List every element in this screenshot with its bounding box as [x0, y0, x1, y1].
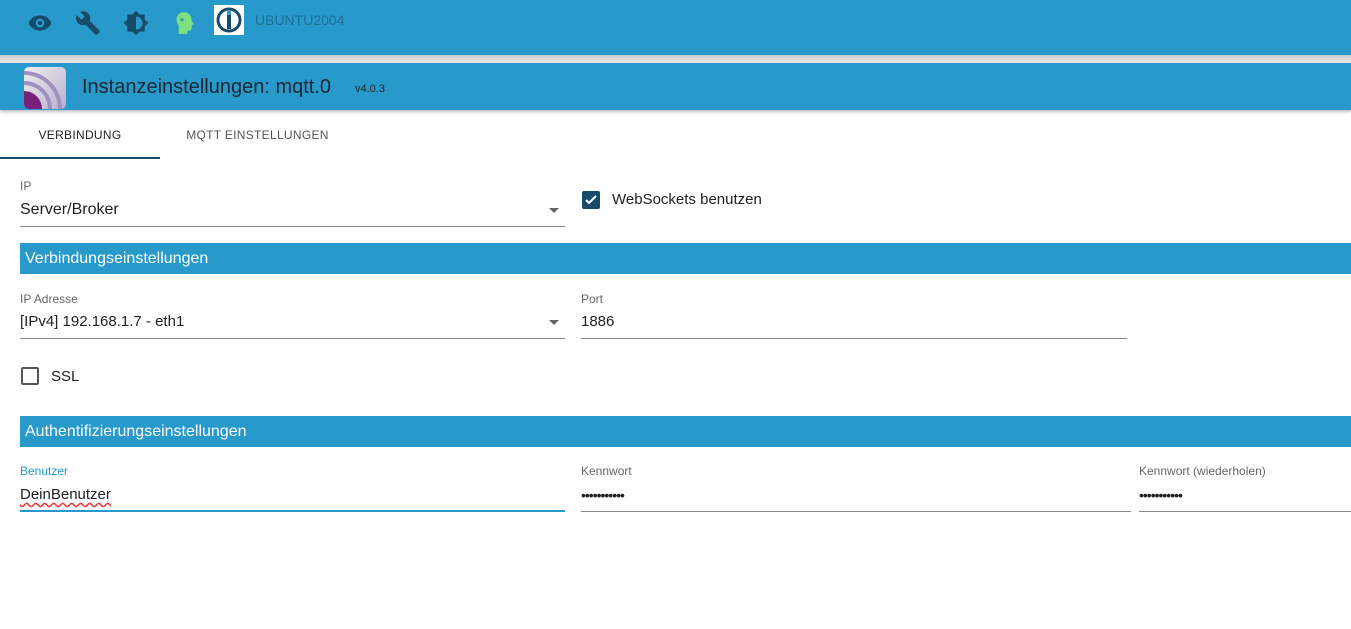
ip-select[interactable]: Server/Broker: [20, 197, 565, 227]
websockets-label: WebSockets benutzen: [612, 191, 762, 208]
section-authentifizierungseinstellungen: Authentifizierungseinstellungen: [20, 416, 1351, 447]
ip-select-value: Server/Broker: [20, 201, 119, 218]
brightness-icon[interactable]: [123, 10, 149, 36]
eye-icon[interactable]: [27, 10, 53, 36]
instance-header: Instanzeinstellungen: mqtt.0 v4.0.3: [0, 63, 1351, 110]
wrench-icon[interactable]: [75, 10, 101, 36]
ip-address-label: IP Adresse: [20, 292, 78, 306]
password-input[interactable]: •••••••••••: [581, 482, 1131, 512]
version-label: v4.0.3: [355, 83, 385, 95]
password-repeat-input[interactable]: •••••••••••: [1139, 482, 1351, 512]
section-verbindungseinstellungen: Verbindungseinstellungen: [20, 243, 1351, 274]
user-input[interactable]: DeinBenutzer: [20, 482, 565, 512]
tab-mqtt-einstellungen[interactable]: MQTT EINSTELLUNGEN: [186, 128, 329, 142]
ip-label: IP: [20, 179, 32, 193]
ssl-label: SSL: [51, 368, 80, 385]
dropdown-arrow-icon: [549, 208, 559, 213]
toolbar-shadow: [0, 55, 1351, 63]
ssl-checkbox[interactable]: [21, 367, 39, 385]
user-label: Benutzer: [20, 464, 69, 478]
websockets-checkbox[interactable]: [582, 191, 600, 209]
ip-address-value: [IPv4] 192.168.1.7 - eth1: [20, 313, 185, 330]
tab-verbindung[interactable]: VERBINDUNG: [0, 115, 160, 159]
ip-address-select[interactable]: [IPv4] 192.168.1.7 - eth1: [20, 309, 565, 339]
expert-head-icon[interactable]: [170, 10, 196, 36]
dropdown-arrow-icon: [549, 320, 559, 325]
password-repeat-label: Kennwort (wiederholen): [1139, 464, 1266, 478]
top-toolbar: UBUNTU2004: [0, 0, 1351, 55]
user-input-value: DeinBenutzer: [20, 486, 111, 503]
hostname: UBUNTU2004: [255, 12, 345, 28]
port-input[interactable]: 1886: [581, 309, 1127, 339]
port-label: Port: [581, 292, 604, 306]
mqtt-adapter-icon: [24, 67, 66, 109]
password-label: Kennwort: [581, 464, 632, 478]
iobroker-logo[interactable]: [214, 5, 244, 35]
checkmark-icon: [585, 195, 597, 205]
page-title: Instanzeinstellungen: mqtt.0: [82, 76, 332, 98]
